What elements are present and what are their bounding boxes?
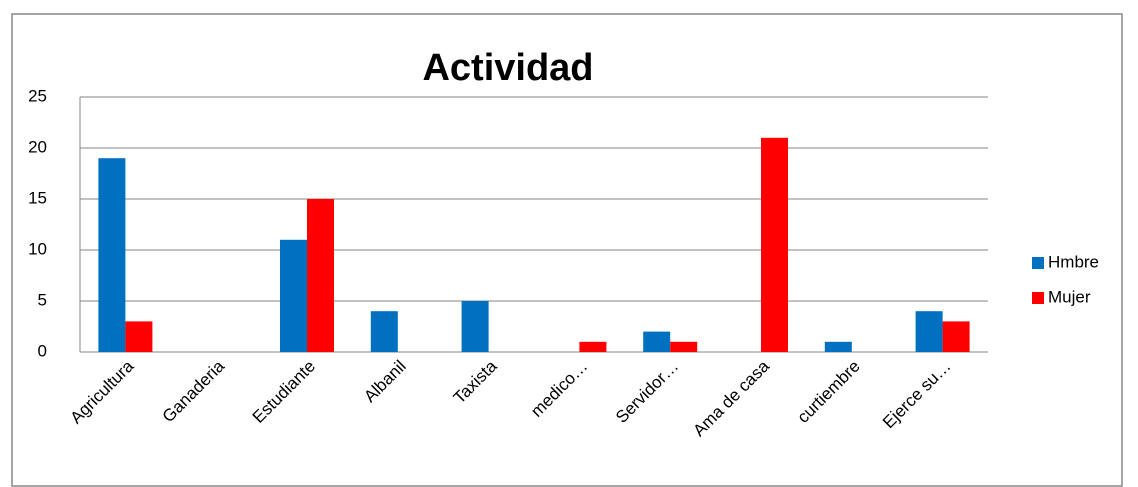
y-tick-label: 0: [38, 341, 47, 360]
y-tick-label: 20: [28, 137, 47, 156]
y-tick-label: 25: [28, 86, 47, 105]
legend-swatch: [1032, 292, 1044, 304]
bar: [643, 331, 671, 352]
y-tick-label: 10: [28, 239, 47, 258]
y-tick-label: 5: [38, 290, 47, 309]
bar: [370, 311, 398, 352]
legend-label: Mujer: [1048, 287, 1091, 306]
bar: [579, 341, 607, 352]
y-tick-label: 15: [28, 188, 47, 207]
legend-label: Hmbre: [1048, 252, 1099, 271]
bar: [915, 311, 943, 352]
chart-title: Actividad: [422, 47, 593, 89]
bar: [125, 321, 153, 352]
legend-swatch: [1032, 257, 1044, 269]
bar: [942, 321, 970, 352]
bar: [461, 301, 489, 352]
bar: [670, 341, 698, 352]
bar: [98, 158, 126, 352]
bar: [307, 199, 334, 352]
bar: [824, 341, 852, 352]
bar: [761, 137, 788, 352]
bar: [280, 239, 307, 352]
